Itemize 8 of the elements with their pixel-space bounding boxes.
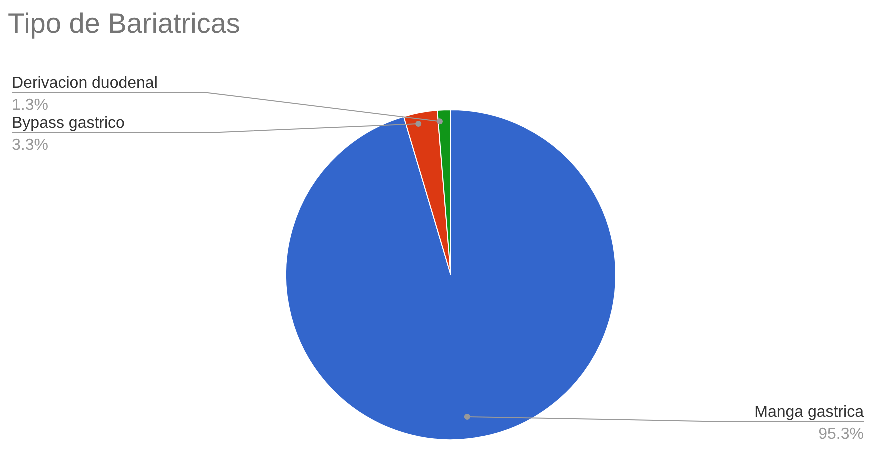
slice-label: Manga gastrica: [754, 404, 864, 421]
slice-label: Derivacion duodenal: [12, 75, 158, 92]
chart-title: Tipo de Bariatricas: [8, 8, 240, 40]
data-label: 3.3%: [12, 137, 48, 154]
slice-label: Bypass gastrico: [12, 115, 126, 132]
data-label: 1.3%: [12, 97, 48, 114]
pie-slice: [286, 110, 616, 440]
data-label: 95.3%: [818, 426, 864, 443]
